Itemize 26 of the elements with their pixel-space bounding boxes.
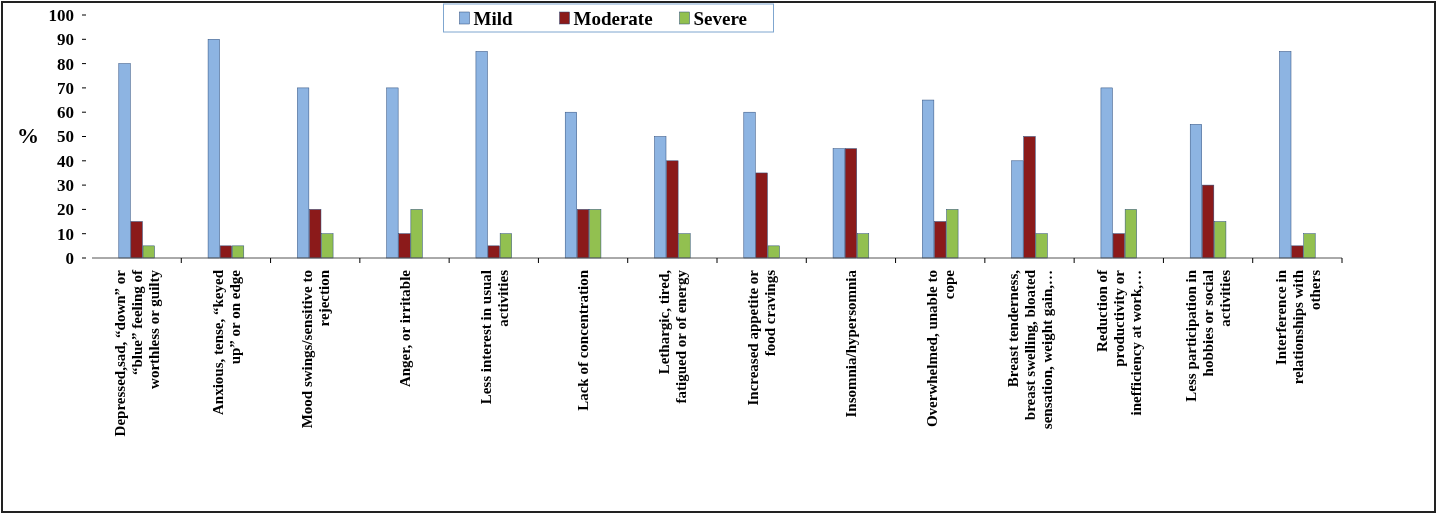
legend-label: Moderate xyxy=(573,7,653,29)
y-tick-label: 10 xyxy=(57,224,74,244)
x-tick-label: Lack of concentration xyxy=(575,269,592,411)
y-tick-label: 20 xyxy=(57,200,74,220)
y-tick-label: 60 xyxy=(57,103,74,123)
x-tick-label: Lethargic, tired, fatigued or of energy xyxy=(656,269,690,404)
x-tick-label: Interference in relationships with others xyxy=(1272,269,1323,385)
y-tick-label: 40 xyxy=(57,151,74,171)
x-tick-label: Mood swings/sensitive to rejection xyxy=(298,269,332,429)
x-tick-label: Reduction of productivity or inefficiency at work,… xyxy=(1094,269,1145,416)
y-tick-label: 70 xyxy=(57,78,74,98)
y-tick-label: 100 xyxy=(48,5,74,25)
x-tick-label: Overwhelmed, unable to cope xyxy=(923,269,957,428)
legend-label: Severe xyxy=(693,7,747,29)
x-tick-label: Anger, or irritable xyxy=(396,269,413,388)
x-tick-label: Insomnia/hypersomnia xyxy=(843,269,860,418)
x-tick-label: Less interest in usual activities xyxy=(477,269,511,405)
y-tick-label: 90 xyxy=(57,30,74,50)
x-tick-label: Depressed,sad, “down” or “blue” feeling of worthless or guilty xyxy=(111,269,162,437)
y-tick-label: 30 xyxy=(57,176,74,196)
y-tick-label: 80 xyxy=(57,54,74,74)
y-axis-title: % xyxy=(17,122,39,148)
y-tick-label: 0 xyxy=(65,248,74,268)
x-tick-label: Breast tenderness, breast swelling, bloated sensation, weight gain,… xyxy=(1004,269,1055,430)
y-tick-label: 50 xyxy=(57,127,74,147)
legend-label: Mild xyxy=(473,7,513,29)
